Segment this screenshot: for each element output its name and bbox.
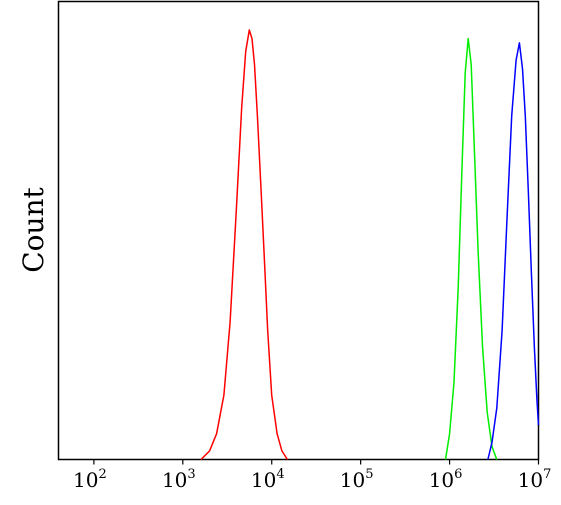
- y-axis-label: Count: [17, 186, 50, 272]
- x-tick-label: 106: [429, 467, 463, 492]
- series-line-2: [444, 37, 498, 460]
- x-tick-label: 107: [518, 467, 552, 492]
- plot-frame: [57, 0, 540, 461]
- x-tick-label: 105: [340, 467, 374, 492]
- series-line-3: [487, 42, 540, 460]
- x-axis: 102 103 104 105 106 107: [73, 459, 552, 492]
- x-tick-label: 102: [73, 467, 107, 492]
- x-tick-label: 104: [251, 467, 285, 492]
- series-line-1: [200, 29, 289, 461]
- series-layer: [200, 29, 540, 461]
- x-tick-label: 103: [162, 467, 196, 492]
